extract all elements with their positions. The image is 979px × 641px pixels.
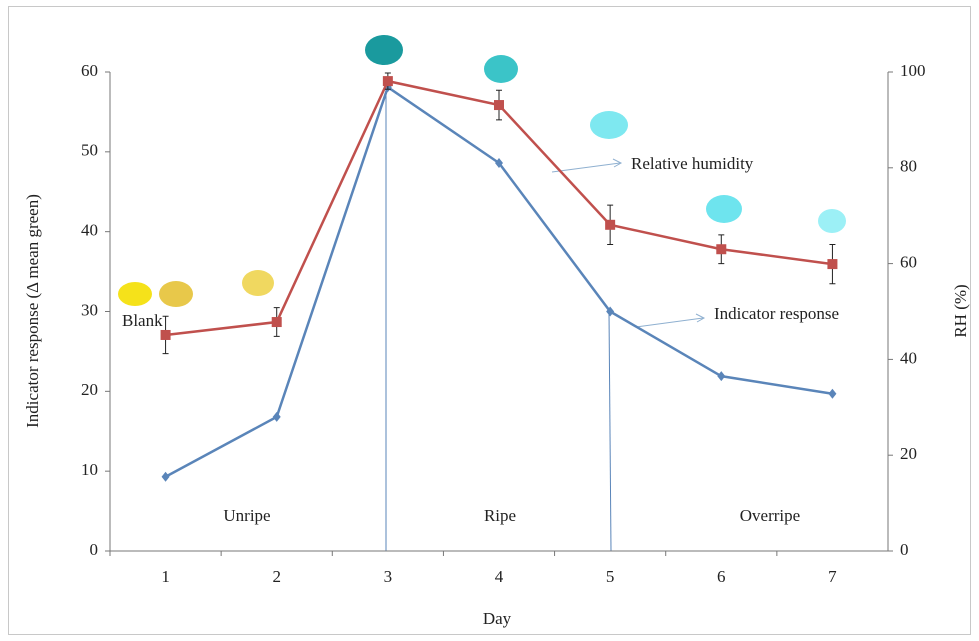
annotation: Blank xyxy=(122,311,163,330)
marker xyxy=(161,471,170,482)
y-tick-label: 20 xyxy=(81,380,98,399)
region-label: Unripe xyxy=(223,506,270,525)
marker xyxy=(382,76,393,87)
annotation: Relative humidity xyxy=(631,154,754,173)
x-tick-label: 4 xyxy=(495,567,504,586)
y-tick-label: 60 xyxy=(81,61,98,80)
y2-tick-label: 80 xyxy=(900,157,917,176)
x-tick-label: 5 xyxy=(606,567,615,586)
marker xyxy=(716,244,727,255)
x-tick-label: 7 xyxy=(828,567,837,586)
arrowhead xyxy=(695,313,706,323)
region-divider xyxy=(608,311,612,552)
y-tick-label: 0 xyxy=(90,540,99,559)
x-tick-label: 1 xyxy=(161,567,170,586)
y2-tick-label: 20 xyxy=(900,444,917,463)
y2-axis-label: RH (%) xyxy=(951,284,970,337)
x-tick-label: 3 xyxy=(384,567,393,586)
y-tick-label: 40 xyxy=(81,221,98,240)
marker xyxy=(717,371,726,382)
y2-tick-label: 60 xyxy=(900,253,917,272)
x-tick-label: 2 xyxy=(272,567,281,586)
y-axis-label: Indicator response (Δ mean green) xyxy=(23,194,42,428)
y2-tick-label: 0 xyxy=(900,540,909,559)
color-swatches xyxy=(118,35,846,307)
y-tick-label: 10 xyxy=(81,460,98,479)
x-axis-label: Day xyxy=(483,609,512,628)
marker xyxy=(828,388,837,399)
annotation-arrow xyxy=(635,317,704,328)
y2-tick-label: 100 xyxy=(900,61,926,80)
annotation: Indicator response xyxy=(714,304,839,323)
region-label: Overripe xyxy=(740,506,800,525)
annotation-arrow xyxy=(551,162,621,173)
marker xyxy=(272,411,281,422)
marker xyxy=(606,306,615,317)
marker xyxy=(160,329,171,340)
x-tick-label: 6 xyxy=(717,567,726,586)
frame xyxy=(8,6,971,635)
y-tick-label: 30 xyxy=(81,300,98,319)
marker xyxy=(827,259,838,270)
y2-tick-label: 40 xyxy=(900,348,917,367)
y-tick-label: 50 xyxy=(81,141,98,160)
arrowhead xyxy=(612,158,623,168)
marker xyxy=(271,317,282,328)
marker xyxy=(495,158,503,169)
region-label: Ripe xyxy=(484,506,516,525)
marker xyxy=(605,219,616,230)
marker xyxy=(494,100,504,111)
